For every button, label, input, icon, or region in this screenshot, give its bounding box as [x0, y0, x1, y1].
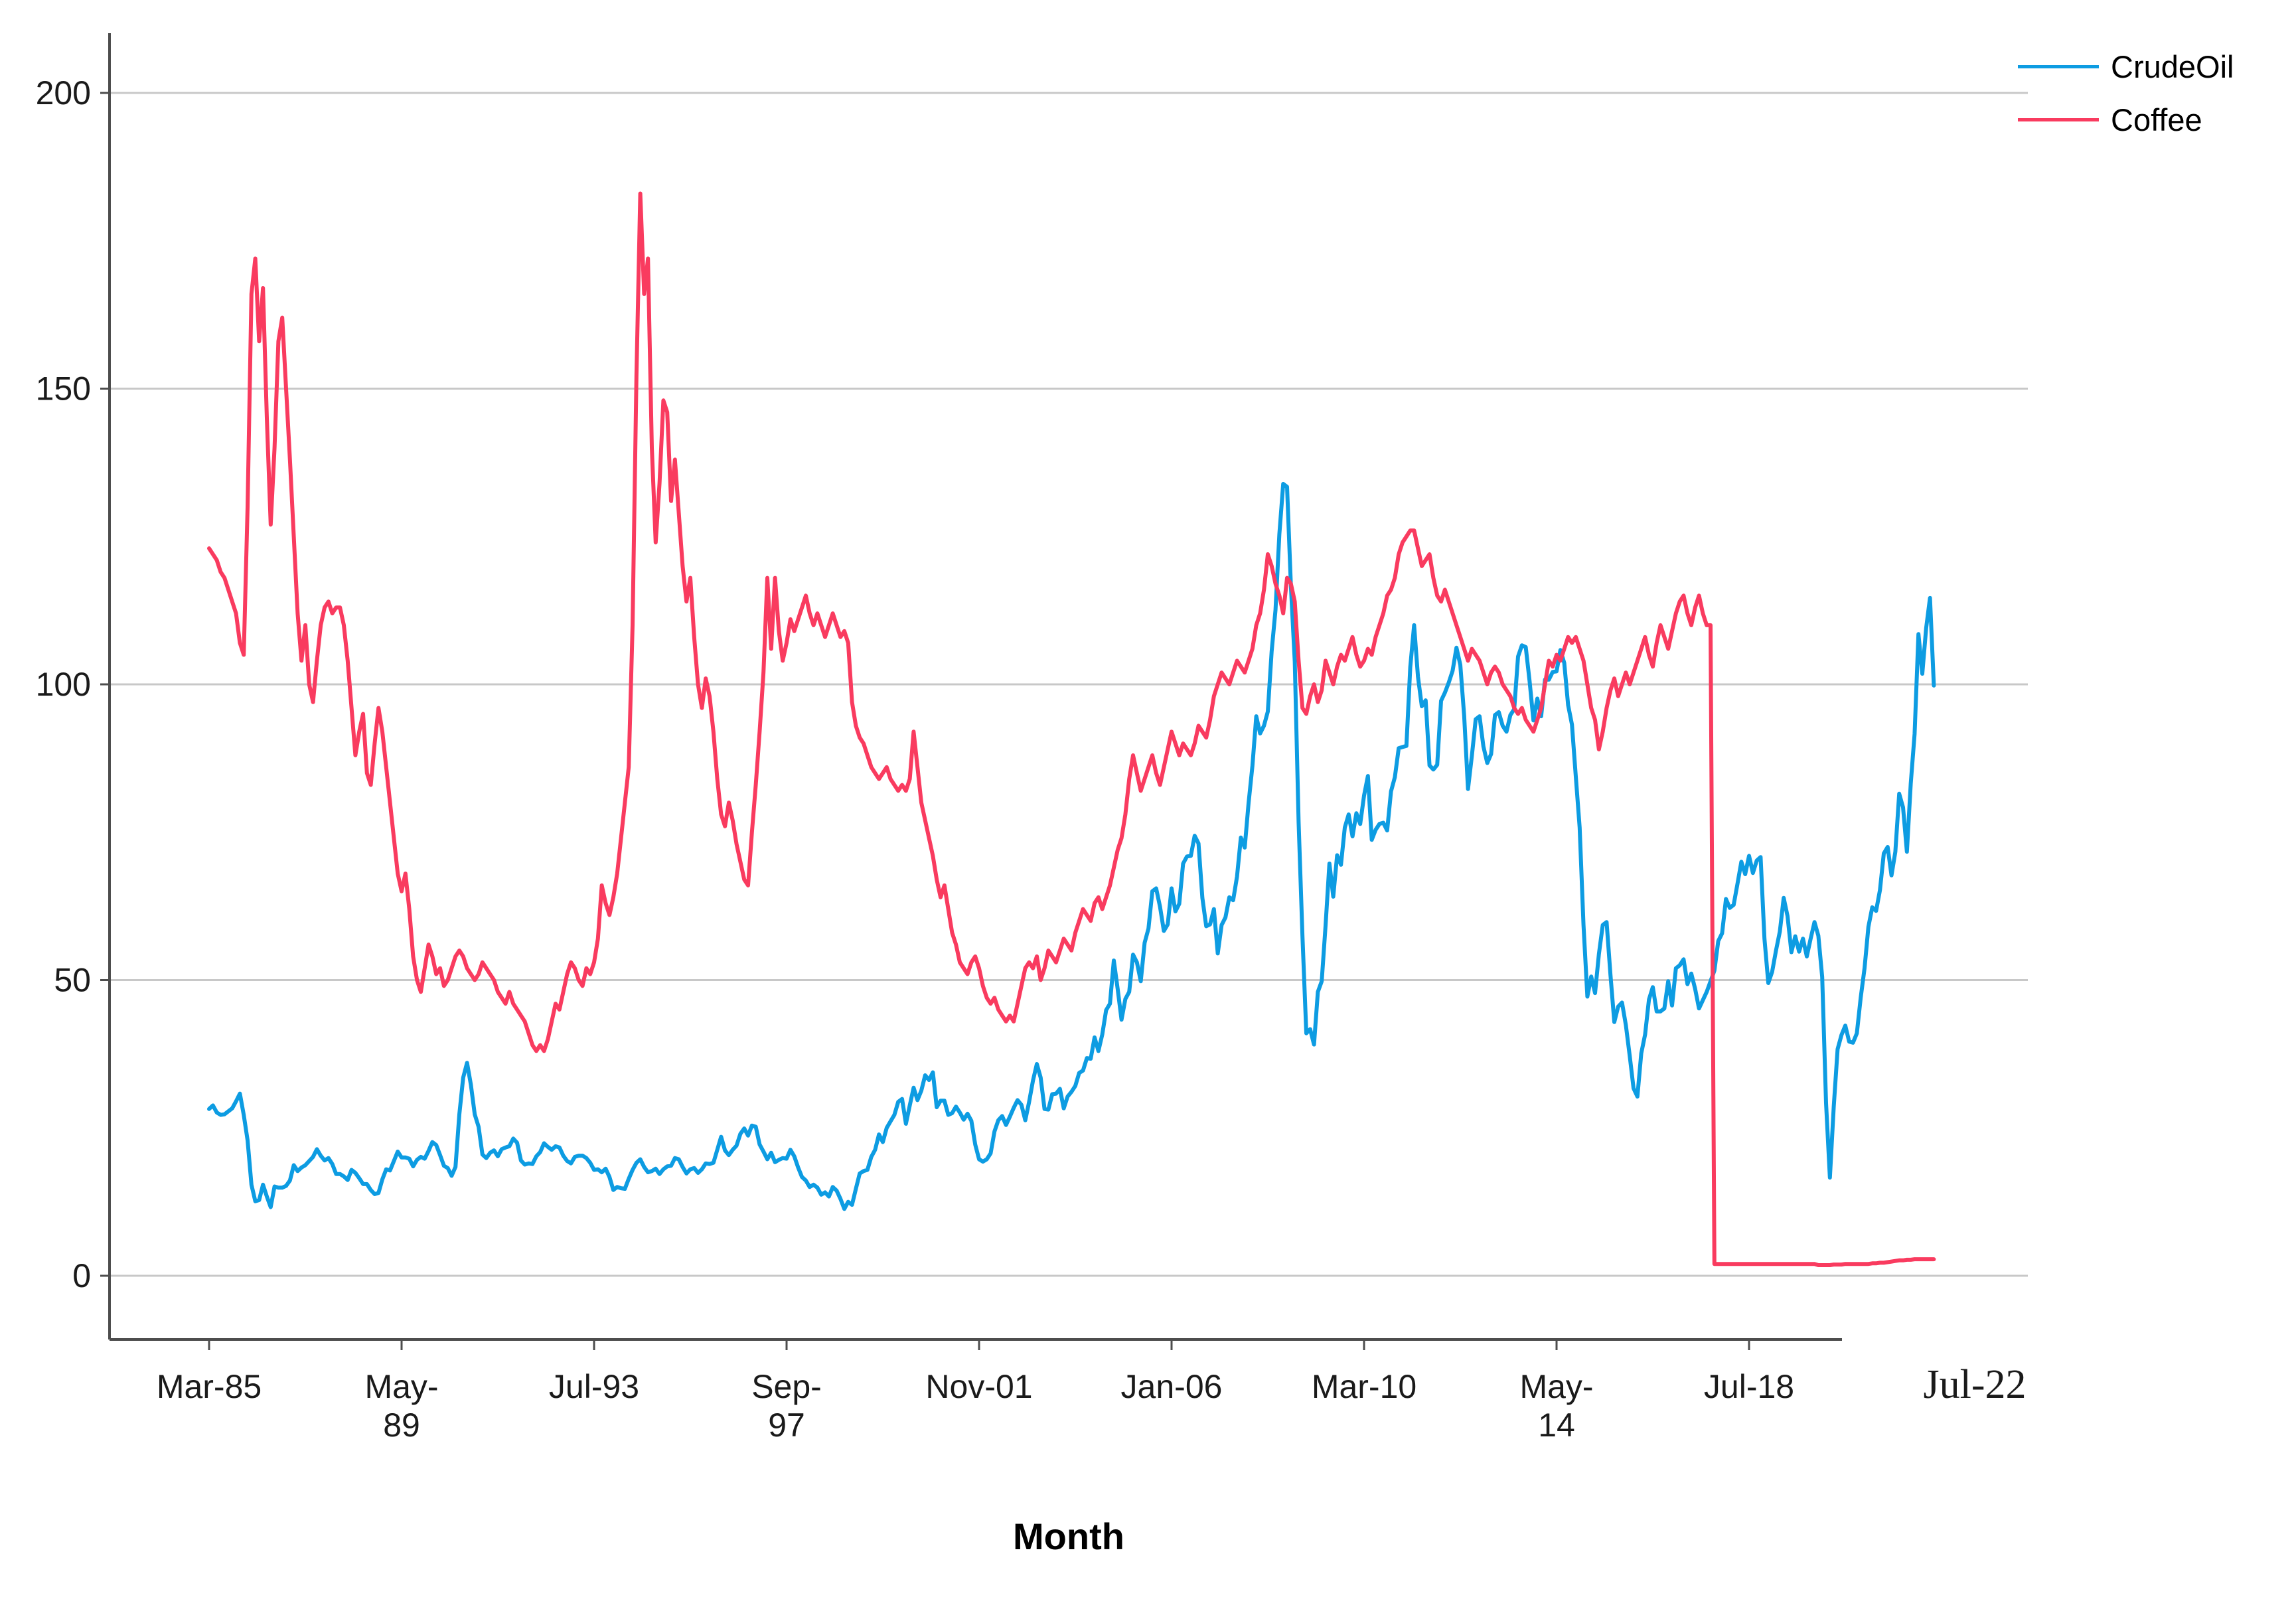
y-tick-label-100: 100 — [36, 666, 91, 703]
x-tick-label-May-14: 14 — [1538, 1407, 1575, 1444]
x-tick-label-May-89: 89 — [383, 1407, 420, 1444]
y-tick-label-50: 50 — [54, 962, 91, 999]
x-tick-label-Nov-01: Nov-01 — [925, 1368, 1032, 1405]
x-tick-label-Mar-85: Mar-85 — [157, 1368, 262, 1405]
coffee-line-swatch — [2018, 117, 2099, 121]
legend-label-crudeoil: CrudeOil — [2111, 48, 2234, 84]
crudeoil-line — [207, 482, 1936, 1211]
y-tick-label-0: 0 — [72, 1257, 91, 1294]
x-axis-title: Month — [1013, 1515, 1124, 1557]
y-tick-label-150: 150 — [36, 370, 91, 408]
x-tick-label-Jul-93: Jul-93 — [549, 1368, 639, 1405]
legend-item-coffee: Coffee — [2018, 93, 2234, 146]
x-tick-label-May-14: May- — [1519, 1368, 1593, 1405]
x-tick-label-Jul-18: Jul-18 — [1704, 1368, 1794, 1405]
crudeoil-line-swatch — [2018, 64, 2099, 68]
x-tick-label-Sep-97: 97 — [768, 1407, 805, 1444]
x-tick-label-May-89: May- — [364, 1368, 438, 1405]
legend-item-crudeoil: CrudeOil — [2018, 40, 2234, 93]
y-tick-label-200: 200 — [36, 74, 91, 112]
x-tick-label-Mar-10: Mar-10 — [1312, 1368, 1416, 1405]
x-tick-label-Sep-97: Sep- — [751, 1368, 822, 1405]
x-tick-label-Jul-22: Jul-22 — [1924, 1362, 2027, 1407]
x-tick-label-Jan-06: Jan-06 — [1121, 1368, 1223, 1405]
legend: CrudeOil Coffee — [2018, 40, 2234, 146]
legend-label-coffee: Coffee — [2111, 102, 2202, 137]
coffee-line — [207, 191, 1936, 1267]
